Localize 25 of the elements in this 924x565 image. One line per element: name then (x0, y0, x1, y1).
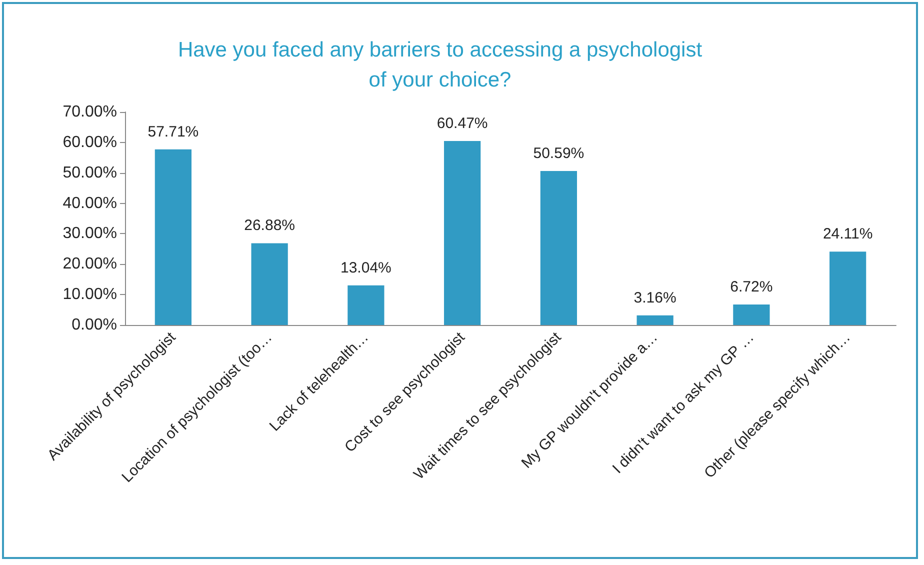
data-label: 6.72% (730, 278, 773, 296)
data-label: 24.11% (822, 226, 873, 243)
y-tick-label: 70.00% (62, 104, 117, 120)
data-label: 13.04% (340, 259, 392, 276)
chart-title: Have you faced any barriers to accessing a psychologist of your choice? (178, 38, 702, 92)
bar (251, 243, 288, 325)
y-tick-label: 30.00% (62, 225, 117, 242)
data-label: 50.59% (533, 145, 584, 162)
data-label: 3.16% (634, 289, 676, 306)
y-tick-label: 10.00% (62, 286, 117, 304)
data-label: 60.47% (436, 115, 488, 132)
bar (830, 252, 866, 325)
bar (540, 171, 577, 325)
bar (154, 149, 192, 325)
y-tick-label: 20.00% (62, 256, 117, 273)
y-tick-label: 40.00% (62, 194, 117, 212)
bar (733, 304, 770, 325)
y-tick-label: 50.00% (62, 164, 117, 182)
bar (444, 141, 481, 325)
bar (636, 315, 674, 325)
data-label: 57.71% (148, 123, 199, 140)
bar (348, 285, 384, 325)
y-tick-label: 60.00% (62, 134, 117, 151)
y-tick-label: 0.00% (72, 316, 117, 334)
data-label: 26.88% (244, 217, 295, 234)
